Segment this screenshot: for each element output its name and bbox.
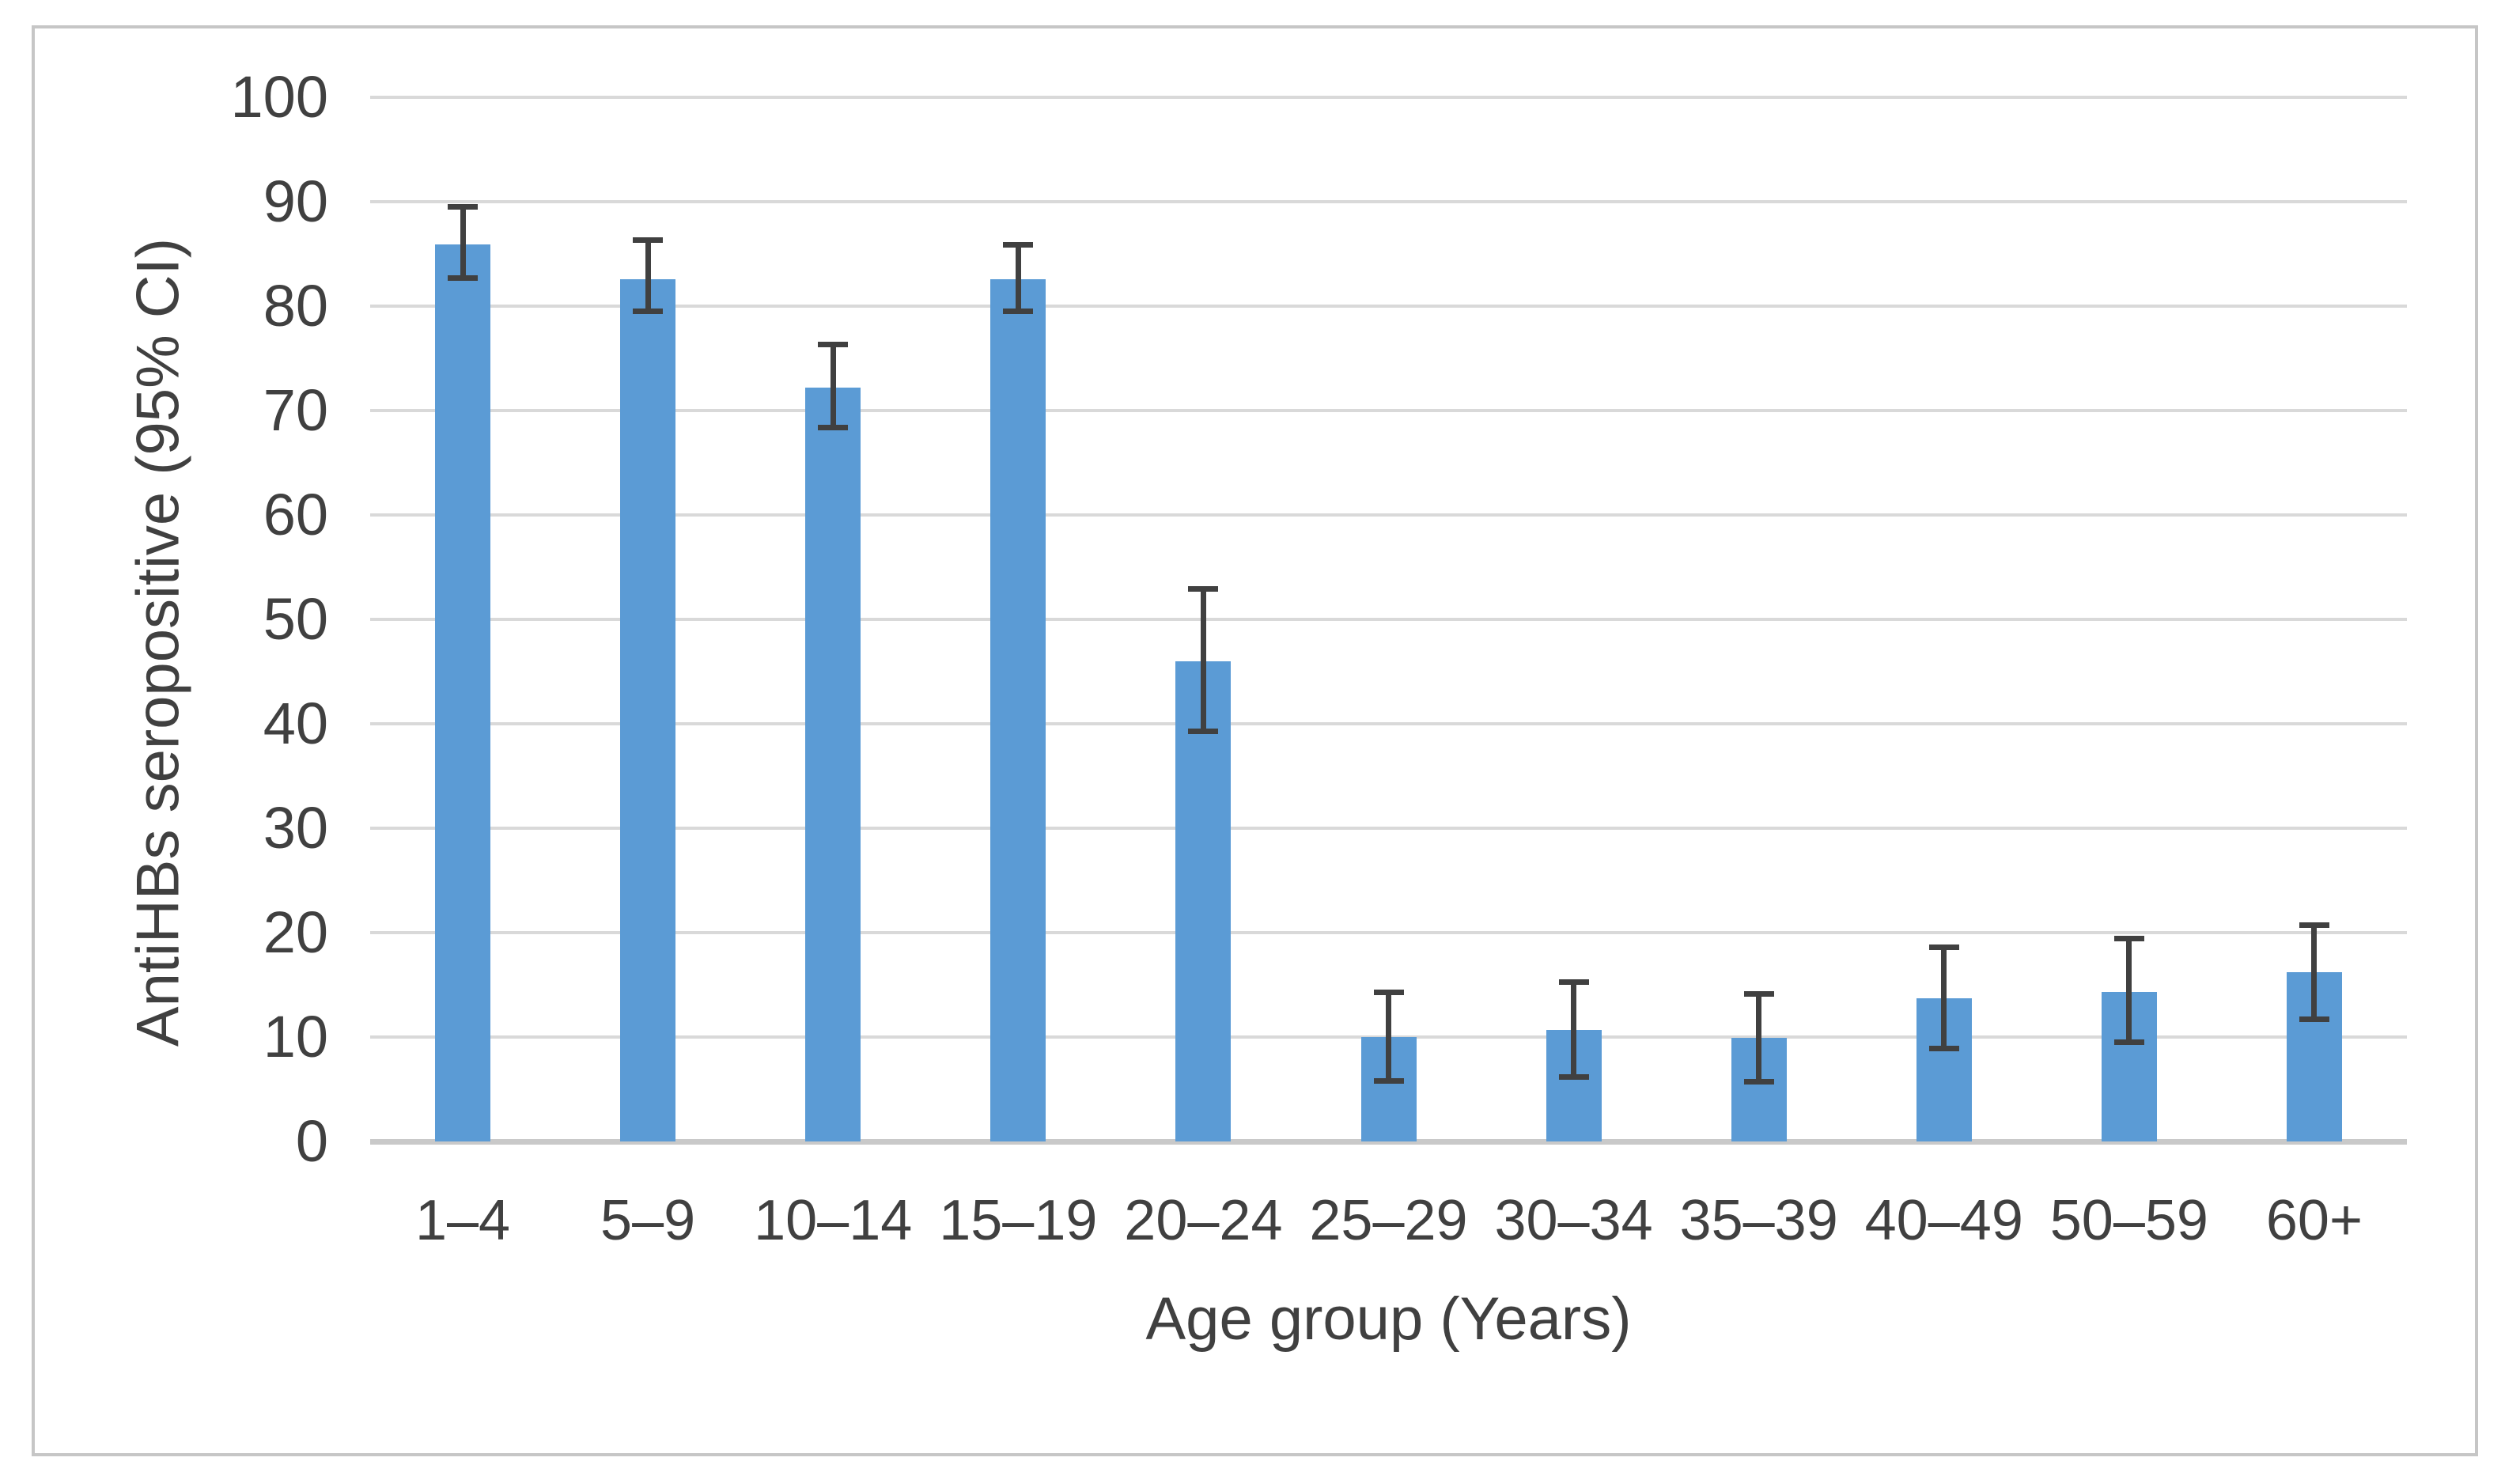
y-tick-label: 50 <box>263 586 328 652</box>
error-bar-line <box>1571 982 1577 1077</box>
error-bar-cap <box>2113 936 2144 942</box>
error-bar-line <box>645 240 651 312</box>
y-tick-label: 20 <box>263 899 328 965</box>
gridline <box>370 722 2407 725</box>
bar-1–4 <box>435 244 491 1141</box>
gridline <box>370 409 2407 412</box>
error-bar-cap <box>633 309 664 315</box>
bar-15–19 <box>990 278 1046 1141</box>
x-axis-line <box>370 1139 2407 1145</box>
x-tick-label: 40–49 <box>1864 1189 2023 1252</box>
error-bar-cap <box>2113 1039 2144 1046</box>
y-tick-label: 80 <box>263 273 328 339</box>
error-bar-cap <box>1743 991 1774 997</box>
error-bar-cap <box>448 204 479 210</box>
error-bar-line <box>1941 947 1947 1049</box>
error-bar-line <box>1015 244 1021 312</box>
error-bar-cap <box>1188 728 1219 734</box>
y-tick-label: 100 <box>230 64 328 130</box>
gridline <box>370 96 2407 99</box>
error-bar-line <box>2126 938 2132 1043</box>
gridline <box>370 305 2407 308</box>
error-bar-cap <box>1188 586 1219 592</box>
gridline <box>370 931 2407 934</box>
error-bar-line <box>2311 925 2318 1020</box>
x-axis-title: Age group (Years) <box>1145 1285 1632 1353</box>
error-bar-cap <box>1928 1046 1959 1052</box>
error-bar-cap <box>1373 1077 1404 1084</box>
error-bar-line <box>1756 994 1762 1082</box>
x-tick-label: 10–14 <box>754 1189 913 1252</box>
y-tick-label: 90 <box>263 168 328 234</box>
error-bar-cap <box>818 424 849 430</box>
error-bar-cap <box>2299 922 2329 929</box>
error-bar-cap <box>1558 1073 1589 1080</box>
error-bar-line <box>460 206 466 278</box>
x-tick-label: 15–19 <box>939 1189 1098 1252</box>
error-bar-line <box>1200 589 1206 732</box>
gridline <box>370 513 2407 517</box>
y-tick-label: 0 <box>295 1108 328 1174</box>
error-bar-cap <box>1003 241 1034 248</box>
y-tick-label: 60 <box>263 482 328 547</box>
y-axis-title: AntiHBs seropositive (95% CI) <box>124 237 192 1047</box>
x-tick-label: 1–4 <box>414 1189 511 1252</box>
bar-20–24 <box>1175 661 1232 1141</box>
error-bar-cap <box>1743 1079 1774 1085</box>
gridline <box>370 200 2407 203</box>
error-bar-cap <box>1558 979 1589 985</box>
x-tick-label: 5–9 <box>600 1189 696 1252</box>
y-tick-label: 70 <box>263 377 328 443</box>
bar-10–14 <box>805 387 861 1141</box>
x-tick-label: 60+ <box>2265 1189 2363 1252</box>
error-bar-cap <box>818 342 849 348</box>
gridline <box>370 827 2407 830</box>
error-bar-cap <box>1003 309 1034 315</box>
error-bar-cap <box>633 237 664 244</box>
error-bar-cap <box>448 274 479 281</box>
error-bar-line <box>830 344 836 428</box>
bar-5–9 <box>620 278 676 1141</box>
y-tick-label: 10 <box>263 1004 328 1069</box>
gridline <box>370 618 2407 621</box>
x-tick-label: 35–39 <box>1679 1189 1838 1252</box>
error-bar-line <box>1386 992 1391 1081</box>
x-tick-label: 25–29 <box>1309 1189 1468 1252</box>
x-tick-label: 50–59 <box>2049 1189 2208 1252</box>
error-bar-cap <box>1373 989 1404 995</box>
x-tick-label: 20–24 <box>1124 1189 1283 1252</box>
error-bar-cap <box>2299 1016 2329 1023</box>
y-tick-label: 30 <box>263 795 328 861</box>
y-tick-label: 40 <box>263 691 328 756</box>
error-bar-cap <box>1928 944 1959 950</box>
x-tick-label: 30–34 <box>1494 1189 1653 1252</box>
